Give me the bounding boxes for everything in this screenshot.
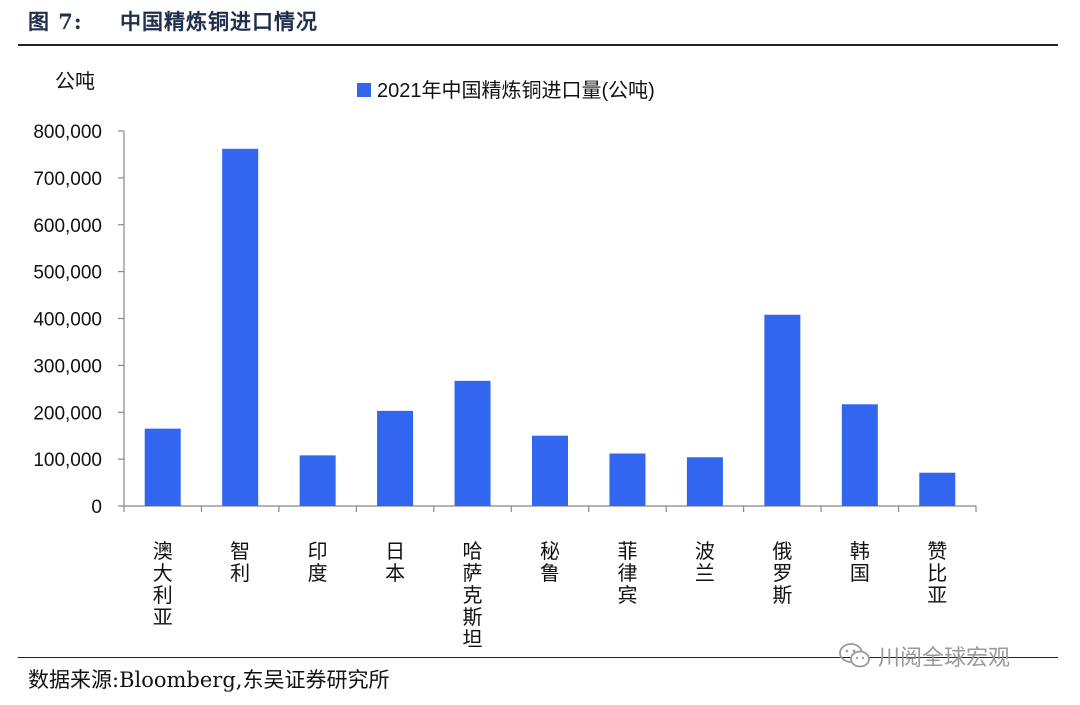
y-tick-label: 200,000 [33, 403, 102, 424]
bar [299, 455, 336, 506]
x-tick-label: 哈萨克斯坦 [463, 540, 483, 650]
y-tick-label: 0 [91, 497, 102, 518]
bar [532, 435, 568, 506]
x-tick-label: 菲律宾 [617, 540, 637, 607]
x-tick-label: 印度 [308, 540, 328, 585]
y-tick-label: 500,000 [33, 263, 102, 284]
bar [764, 314, 801, 506]
x-tick-label: 韩国 [850, 540, 870, 585]
bar [686, 457, 723, 506]
legend-swatch [357, 83, 371, 97]
figure-number: 图 7: [28, 9, 83, 34]
x-tick-label: 俄罗斯 [772, 540, 792, 607]
y-tick-label: 800,000 [33, 122, 102, 143]
legend-label: 2021年中国精炼铜进口量(公吨) [377, 79, 655, 102]
y-tick-label: 100,000 [33, 450, 102, 471]
source-note: 数据来源:Bloomberg,东吴证券研究所 [28, 668, 390, 692]
legend: 2021年中国精炼铜进口量(公吨) [357, 79, 655, 102]
x-tick-label: 秘鲁 [540, 540, 560, 585]
bottom-rule [18, 657, 1058, 658]
x-tick-label: 智利 [230, 540, 250, 585]
y-axis: 0 100,000 200,000 300,000 400,000 500,000 600,… [33, 122, 125, 518]
bar [919, 472, 956, 506]
y-tick-label: 600,000 [33, 216, 102, 237]
y-axis-label: 公吨 [55, 70, 95, 93]
x-tick-label: 赞比亚 [927, 540, 947, 607]
watermark: 川阅全球宏观 [838, 640, 1010, 672]
watermark-text: 川阅全球宏观 [878, 646, 1011, 671]
bar-chart: 公吨 2021年中国精炼铜进口量(公吨) 0 100,000 200,000 300,… [33, 70, 977, 650]
bar [454, 380, 491, 506]
figure-title-text: 中国精炼铜进口情况 [120, 9, 318, 34]
bar [609, 453, 646, 506]
bar [144, 428, 181, 506]
bar [841, 404, 878, 506]
y-tick-label: 700,000 [33, 169, 102, 190]
x-tick-labels: 澳大利亚 智利 印度 日本 哈萨克斯坦 秘鲁 菲律宾 波兰 俄罗斯 韩国 赞比亚 [153, 540, 948, 650]
y-tick-label: 300,000 [33, 356, 102, 377]
bar [377, 410, 414, 506]
wechat-icon [839, 643, 870, 668]
x-tick-label: 澳大利亚 [153, 540, 173, 629]
figure-title: 图 7: 中国精炼铜进口情况 [28, 6, 318, 36]
bar [222, 148, 259, 506]
top-rule [18, 44, 1058, 46]
x-tick-label: 波兰 [695, 540, 715, 585]
x-axis [123, 505, 977, 512]
bars [144, 148, 956, 506]
y-tick-label: 400,000 [33, 310, 102, 331]
x-tick-label: 日本 [385, 541, 405, 585]
